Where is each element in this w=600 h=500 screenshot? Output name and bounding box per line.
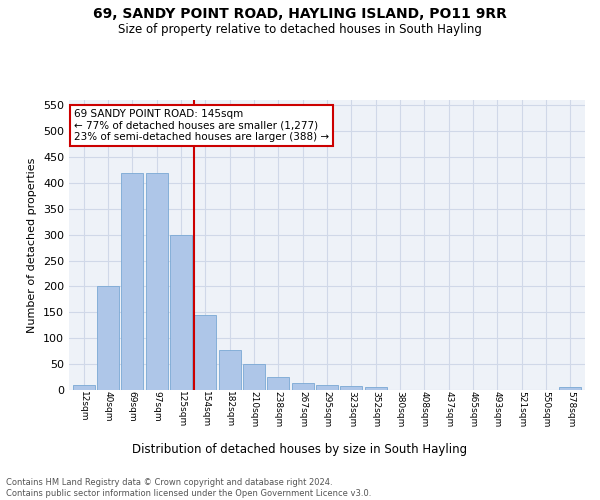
Bar <box>243 364 265 390</box>
Bar <box>194 315 216 390</box>
Bar <box>316 385 338 390</box>
Bar <box>340 386 362 390</box>
Text: 69 SANDY POINT ROAD: 145sqm
← 77% of detached houses are smaller (1,277)
23% of : 69 SANDY POINT ROAD: 145sqm ← 77% of det… <box>74 108 329 142</box>
Bar <box>292 384 314 390</box>
Text: Contains HM Land Registry data © Crown copyright and database right 2024.
Contai: Contains HM Land Registry data © Crown c… <box>6 478 371 498</box>
Bar <box>73 385 95 390</box>
Text: Size of property relative to detached houses in South Hayling: Size of property relative to detached ho… <box>118 22 482 36</box>
Bar <box>121 172 143 390</box>
Text: 69, SANDY POINT ROAD, HAYLING ISLAND, PO11 9RR: 69, SANDY POINT ROAD, HAYLING ISLAND, PO… <box>93 8 507 22</box>
Text: Distribution of detached houses by size in South Hayling: Distribution of detached houses by size … <box>133 442 467 456</box>
Y-axis label: Number of detached properties: Number of detached properties <box>28 158 37 332</box>
Bar <box>170 234 192 390</box>
Bar <box>97 286 119 390</box>
Bar <box>146 172 167 390</box>
Bar <box>365 388 386 390</box>
Bar <box>559 388 581 390</box>
Bar <box>218 350 241 390</box>
Bar <box>268 377 289 390</box>
